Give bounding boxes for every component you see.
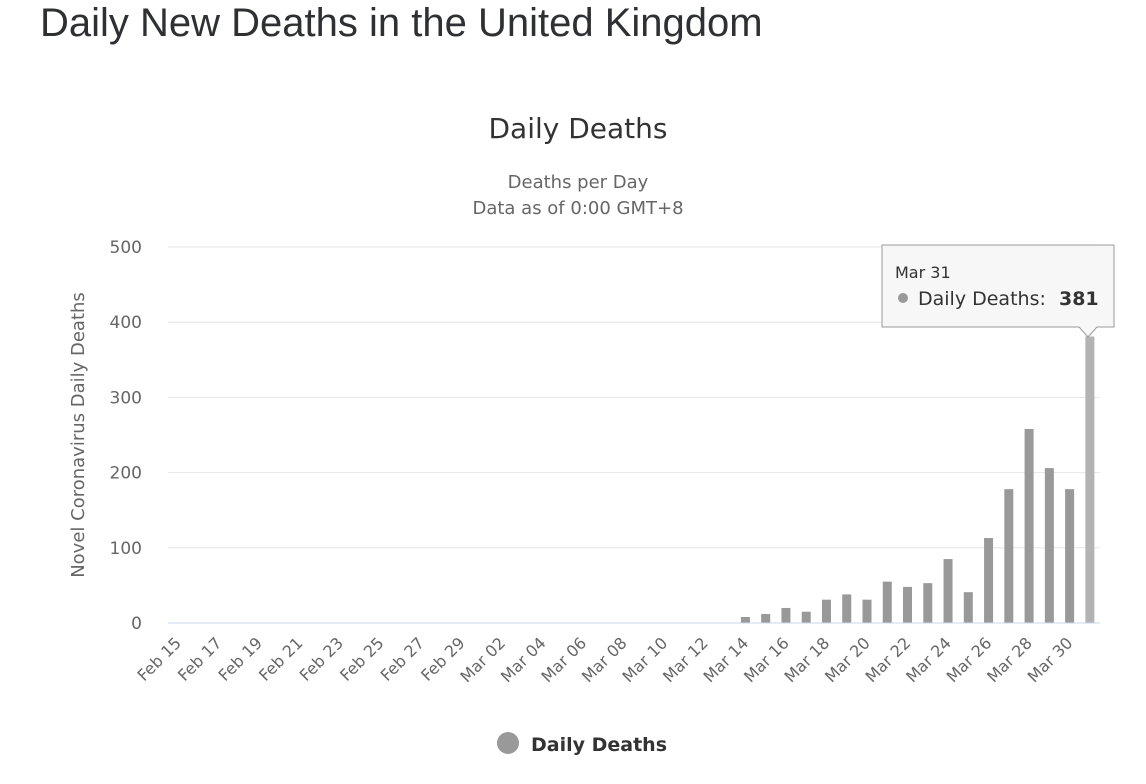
y-tick-label: 400 (110, 313, 142, 333)
bar-mar-19[interactable] (842, 594, 852, 623)
tooltip-series-marker (898, 293, 908, 303)
bar-mar-26[interactable] (984, 538, 994, 623)
legend-marker (497, 732, 519, 754)
tooltip-line: Daily Deaths: 381 (918, 288, 1099, 310)
chart-title: Daily Deaths (488, 112, 667, 145)
tooltip-box (881, 244, 1115, 338)
gridlines (168, 246, 1100, 549)
y-axis-label: Novel Coronavirus Daily Deaths (68, 292, 89, 578)
bar-mar-17[interactable] (801, 611, 811, 623)
y-tick-label: 0 (131, 614, 142, 634)
bar-mar-18[interactable] (821, 599, 831, 623)
bar-mar-29[interactable] (1044, 468, 1054, 623)
bar-mar-16[interactable] (781, 607, 791, 623)
y-tick-label: 200 (110, 464, 142, 484)
bar-mar-21[interactable] (882, 581, 892, 623)
x-tick-label: Feb 19 (215, 633, 266, 684)
y-axis-ticks: 0 100 200 300 400 500 (110, 238, 142, 634)
tooltip-date: Mar 31 (895, 263, 951, 282)
bar-mar-24[interactable] (943, 559, 953, 623)
chart-subtitle-line-2: Data as of 0:00 GMT+8 (472, 198, 683, 219)
chart-subtitle-line-1: Deaths per Day (508, 172, 649, 193)
tooltip-value: 381 (1059, 288, 1099, 310)
y-tick-label: 500 (110, 238, 142, 258)
page-title: Daily New Deaths in the United Kingdom (40, 1, 763, 45)
bar-mar-14[interactable] (740, 616, 750, 623)
bar-mar-27[interactable] (1004, 489, 1014, 623)
bar-mar-23[interactable] (923, 583, 933, 623)
legend-item-daily-deaths[interactable]: Daily Deaths (497, 732, 667, 756)
x-tick-label: Feb 25 (336, 633, 387, 684)
bar-mar-25[interactable] (963, 592, 973, 623)
legend-label: Daily Deaths (531, 734, 667, 756)
tooltip: Mar 31 Daily Deaths: 381 (881, 244, 1115, 338)
bar-mar-28[interactable] (1024, 428, 1034, 623)
x-tick-label: Feb 23 (296, 633, 347, 684)
tooltip-series-label: Daily Deaths: (918, 288, 1046, 310)
bar-mar-20[interactable] (862, 599, 872, 623)
bar-mar-15[interactable] (761, 613, 771, 623)
x-tick-label: Feb 27 (377, 633, 428, 684)
x-tick-label: Mar 30 (1024, 633, 1077, 686)
x-tick-label: Feb 15 (133, 633, 184, 684)
bar-mar-30[interactable] (1065, 489, 1075, 623)
x-tick-label: Feb 21 (255, 633, 306, 684)
y-tick-label: 300 (110, 388, 142, 408)
bar-mar-22[interactable] (903, 586, 913, 623)
bar-mar-31[interactable] (1085, 336, 1095, 623)
y-tick-label: 100 (110, 539, 142, 559)
x-tick-label: Feb 17 (174, 633, 225, 684)
bars (740, 336, 1095, 623)
